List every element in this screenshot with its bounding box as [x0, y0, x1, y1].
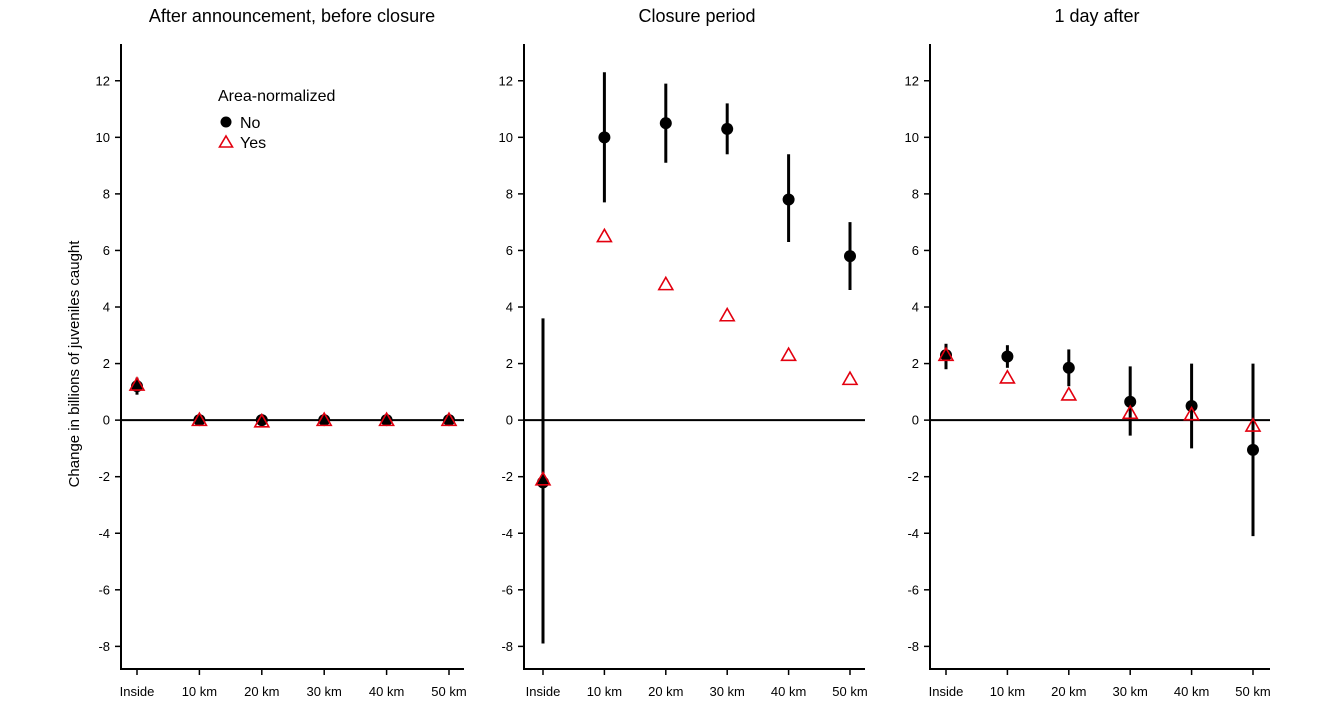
panel-title: 1 day after: [1054, 6, 1139, 26]
point-yes: [596, 227, 613, 243]
y-axis-label: Change in billions of juveniles caught: [66, 240, 83, 488]
y-tick-label: -4: [98, 526, 110, 541]
x-tick-label: 10 km: [182, 684, 217, 699]
legend-entry-yes: Yes: [218, 134, 266, 152]
x-tick-label: 50 km: [1235, 684, 1270, 699]
point-yes: [657, 275, 675, 291]
y-tick-label: 2: [506, 356, 513, 371]
y-tick-label: 0: [912, 413, 919, 428]
y-tick-label: -2: [501, 469, 513, 484]
y-tick-label: 4: [103, 300, 110, 315]
x-tick-label: 50 km: [832, 684, 867, 699]
y-tick-label: 0: [103, 413, 110, 428]
x-tick-label: 40 km: [369, 684, 404, 699]
y-tick-label: 12: [499, 73, 513, 88]
x-tick-label: 30 km: [1112, 684, 1147, 699]
point-no: [721, 122, 734, 135]
x-tick-label: Inside: [526, 684, 561, 699]
legend-entry-no: No: [220, 115, 261, 132]
y-tick-label: 2: [912, 356, 919, 371]
point-yes: [780, 346, 797, 362]
point-no: [537, 476, 549, 489]
x-tick-label: 20 km: [1051, 684, 1086, 699]
point-no: [598, 131, 611, 144]
x-tick-label: Inside: [120, 684, 155, 699]
panel-1: After announcement, before closure -8 -6 -4…: [96, 6, 467, 699]
y-tick-label: 6: [506, 243, 513, 258]
point-no: [659, 117, 672, 130]
point-yes: [1060, 386, 1078, 401]
legend-title: Area-normalized: [218, 88, 335, 105]
point-yes: [440, 411, 458, 427]
point-no: [782, 193, 795, 206]
x-tick-label: Inside: [929, 684, 964, 699]
y-tick-label: -8: [907, 639, 919, 654]
y-tick-label: 4: [912, 300, 919, 315]
point-yes: [718, 306, 736, 322]
point-yes: [1121, 404, 1139, 420]
legend-label-no: No: [240, 115, 261, 132]
point-no: [1124, 395, 1137, 408]
panel-title: Closure period: [638, 6, 755, 26]
point-yes: [378, 411, 395, 427]
x-tick-label: 10 km: [990, 684, 1025, 699]
y-tick-label: 2: [103, 356, 110, 371]
point-yes: [937, 346, 955, 362]
y-tick-label: 12: [905, 73, 919, 88]
y-tick-label: 6: [103, 243, 110, 258]
y-tick-label: 0: [506, 413, 513, 428]
y-tick-label: -4: [907, 526, 919, 541]
y-tick-label: 8: [506, 186, 513, 201]
y-tick-label: 8: [912, 186, 919, 201]
legend-label-yes: Yes: [240, 135, 266, 152]
x-tick-label: 40 km: [1174, 684, 1209, 699]
point-no: [1062, 361, 1075, 374]
y-tick-label: -6: [98, 582, 110, 597]
y-tick-label: 6: [912, 243, 919, 258]
x-tick-label: 10 km: [587, 684, 622, 699]
y-tick-label: 10: [96, 130, 110, 145]
point-yes: [999, 369, 1016, 384]
x-tick-label: 20 km: [244, 684, 279, 699]
legend-marker-no: [220, 116, 232, 128]
point-yes: [1244, 417, 1262, 432]
point-yes: [128, 376, 146, 391]
legend-marker-yes: [218, 134, 234, 148]
y-tick-label: -2: [98, 469, 110, 484]
point-yes: [191, 411, 208, 427]
y-tick-label: -8: [98, 639, 110, 654]
point-no: [844, 250, 856, 263]
y-tick-label: -6: [501, 582, 513, 597]
legend: Area-normalized No Yes: [218, 88, 335, 152]
y-tick-label: -4: [501, 526, 513, 541]
x-tick-label: 30 km: [306, 684, 341, 699]
x-tick-label: 20 km: [648, 684, 683, 699]
panel-3: 1 day after -8 -6 -4 -2 0 2 4 6 8 10 12 Inside 10 km 2…: [905, 6, 1271, 699]
y-tick-label: -2: [907, 469, 919, 484]
point-no: [1001, 350, 1014, 363]
point-yes: [841, 370, 859, 386]
y-tick-label: 4: [506, 300, 513, 315]
y-tick-label: 10: [499, 130, 513, 145]
point-yes: [1183, 405, 1200, 421]
x-tick-label: 50 km: [431, 684, 466, 699]
y-tick-label: 12: [96, 73, 110, 88]
x-tick-label: 30 km: [709, 684, 744, 699]
point-yes: [253, 412, 271, 428]
panel-title: After announcement, before closure: [149, 6, 435, 26]
y-tick-label: 10: [905, 130, 919, 145]
x-tick-label: 40 km: [771, 684, 806, 699]
y-tick-label: 8: [103, 186, 110, 201]
point-no: [255, 414, 268, 427]
y-tick-label: -6: [907, 582, 919, 597]
point-yes: [534, 470, 552, 486]
point-yes: [315, 411, 333, 427]
panel-2: Closure period -8 -6 -4 -2 0 2 4 6 8 10 12 Inside 10 …: [499, 6, 868, 699]
point-no: [1247, 443, 1259, 456]
y-tick-label: -8: [501, 639, 513, 654]
panels: After announcement, before closure -8 -6 -4…: [96, 6, 1271, 699]
